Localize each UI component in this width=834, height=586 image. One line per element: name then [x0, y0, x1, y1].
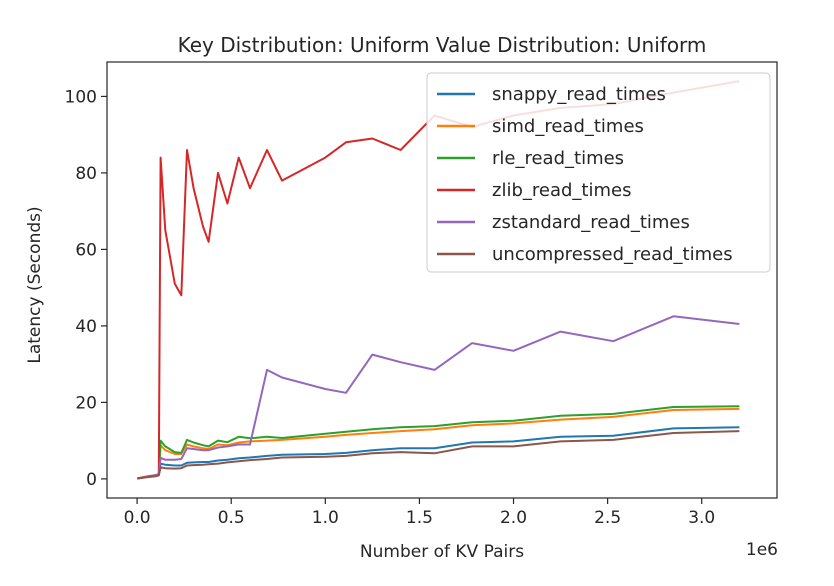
- y-tick-label: 40: [75, 317, 97, 337]
- y-tick-label: 80: [75, 164, 97, 184]
- x-tick-label: 1.0: [312, 508, 339, 528]
- y-axis: 0 20 40 60 80 100: [65, 87, 107, 490]
- legend-box: [426, 72, 771, 273]
- x-tick-label: 0.5: [218, 508, 245, 528]
- x-tick-label: 2.5: [594, 508, 621, 528]
- x-tick-label: 1.5: [406, 508, 433, 528]
- x-tick-label: 2.0: [500, 508, 527, 528]
- x-axis-title: Number of KV Pairs: [360, 542, 524, 562]
- legend-label: uncompressed_read_times: [492, 244, 733, 265]
- legend: snappy_read_times simd_read_times rle_read…: [426, 72, 771, 273]
- series-line-simd-read-times: [137, 407, 740, 480]
- legend-label: zstandard_read_times: [492, 212, 690, 233]
- y-tick-label: 0: [86, 470, 97, 490]
- legend-label: zlib_read_times: [492, 180, 631, 201]
- series-line-rle-read-times: [137, 405, 740, 480]
- y-tick-label: 100: [65, 87, 97, 107]
- x-axis-offset-label: 1e6: [746, 540, 778, 560]
- legend-label: rle_read_times: [492, 148, 624, 169]
- series-line-uncompressed-read-times: [137, 430, 740, 480]
- x-tick-label: 0.0: [124, 508, 151, 528]
- series-line-snappy-read-times: [137, 426, 740, 480]
- x-axis: 0.0 0.5 1.0 1.5 2.0 2.5 3.0: [124, 498, 715, 528]
- plot-area: [106, 61, 778, 499]
- legend-label: simd_read_times: [492, 116, 644, 137]
- y-tick-label: 60: [75, 240, 97, 260]
- chart-title: Key Distribution: Uniform Value Distribu…: [178, 33, 707, 57]
- y-tick-label: 20: [75, 393, 97, 413]
- x-tick-label: 3.0: [688, 508, 715, 528]
- series-line-zstandard-read-times: [137, 315, 740, 480]
- plot-frame: [106, 61, 778, 499]
- legend-label: snappy_read_times: [492, 84, 666, 105]
- y-axis-title: Latency (Seconds): [25, 206, 45, 363]
- series-layer: [137, 80, 740, 480]
